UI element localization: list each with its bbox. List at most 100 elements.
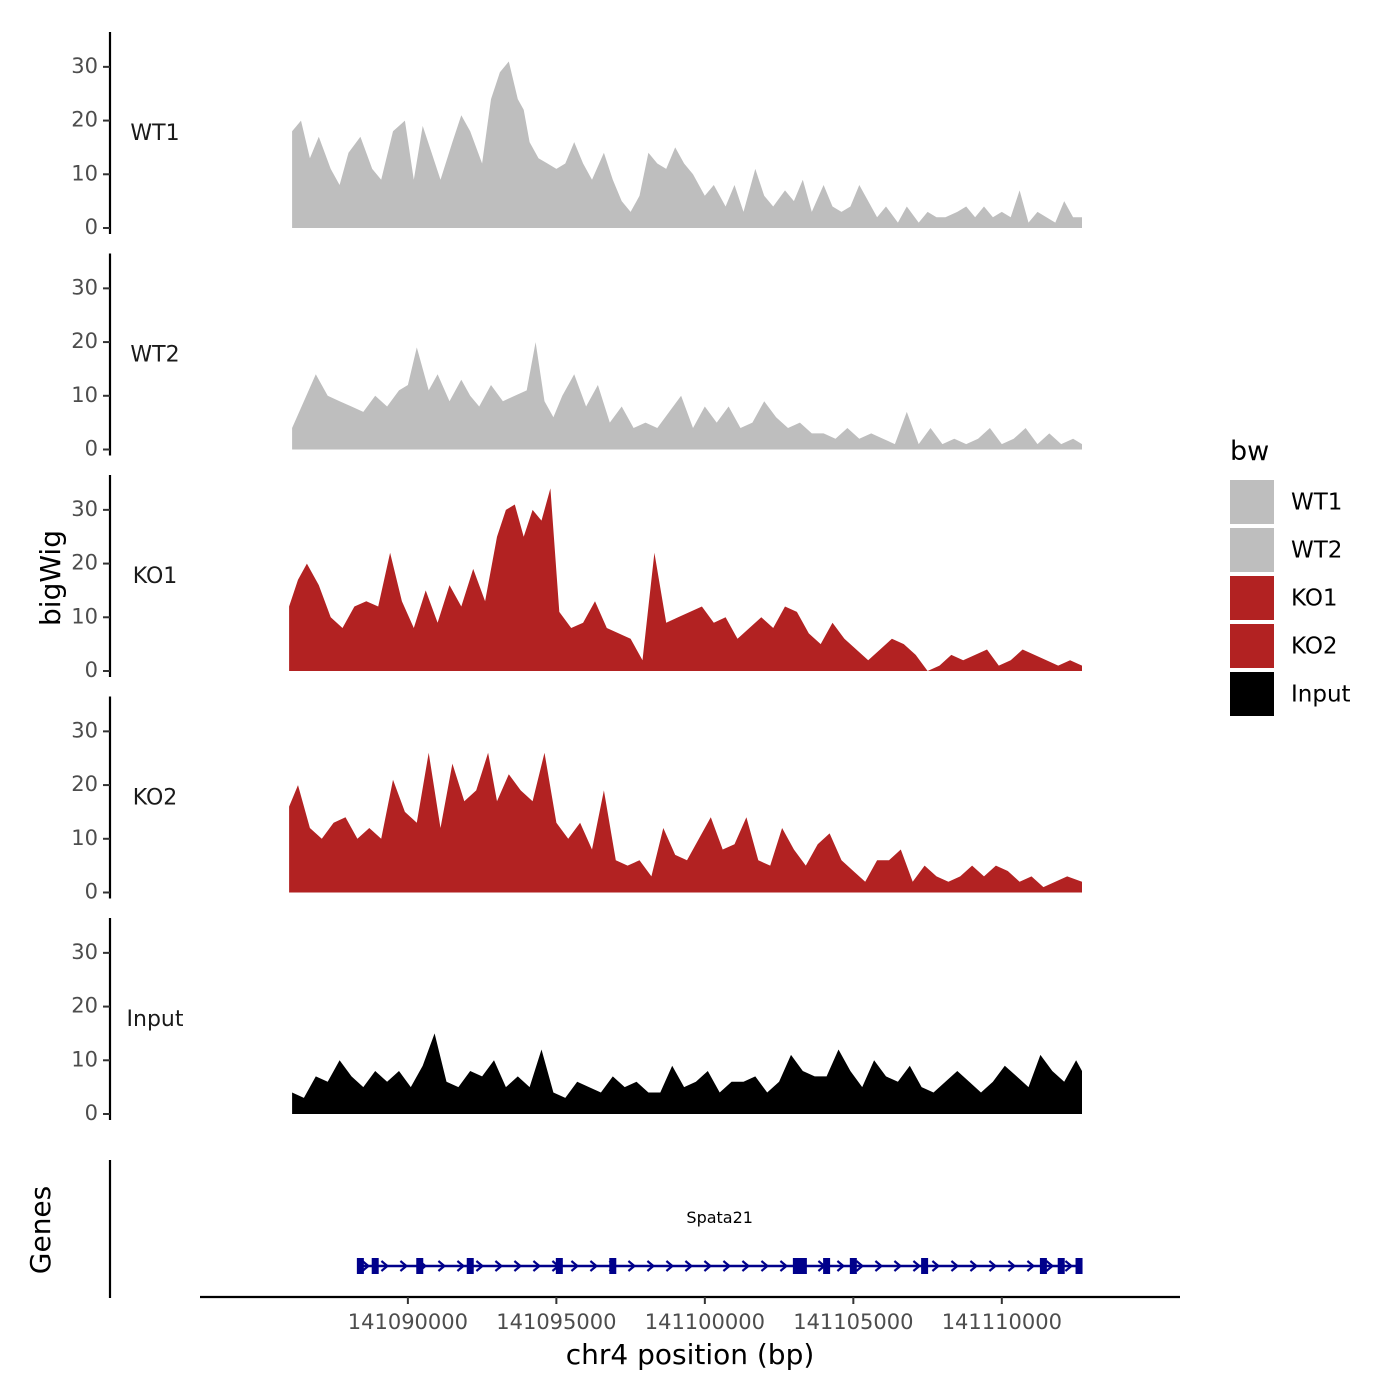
strand-arrow (665, 1260, 675, 1272)
legend-label-ko2: KO2 (1291, 634, 1338, 660)
legend-key-wt2 (1230, 528, 1274, 572)
y-tick-label: 10 (71, 826, 98, 850)
y-tick-label: 10 (71, 161, 98, 185)
strand-arrow (893, 1260, 903, 1272)
coverage-area-wt1 (292, 61, 1083, 228)
exon-block (371, 1258, 379, 1274)
y-tick-label: 30 (71, 54, 98, 78)
coverage-area-input (292, 1033, 1083, 1114)
track-wt1: 0 10 20 30 WT1 (71, 32, 1083, 239)
strand-arrow (741, 1260, 751, 1272)
y-tick-label: 10 (71, 383, 98, 407)
exon-block (555, 1258, 563, 1274)
bigwig-tracks: 0 10 20 30 WT1 0 10 20 30 WT2 0 10 20 30 KO1 0 10 20 30 KO2… (71, 32, 1083, 1125)
strand-arrow (513, 1260, 523, 1272)
legend: bw WT1 WT2 KO1 KO2 Input (1230, 436, 1351, 716)
y-tick-label: 10 (71, 604, 98, 628)
strand-arrow (874, 1260, 884, 1272)
y-tick-label: 30 (71, 497, 98, 521)
gene-spata21: Spata21 (356, 1208, 1083, 1274)
strand-arrow (437, 1260, 447, 1272)
strand-arrow (1007, 1260, 1017, 1272)
strand-arrow (380, 1260, 390, 1272)
track-label-wt1: WT1 (130, 121, 179, 146)
legend-label-ko1: KO1 (1291, 586, 1338, 612)
strand-arrow (646, 1260, 656, 1272)
strand-arrow (456, 1260, 466, 1272)
y-tick-label: 20 (71, 551, 98, 575)
legend-title: bw (1230, 436, 1269, 467)
legend-key-ko2 (1230, 624, 1274, 668)
x-tick-label: 141090000 (348, 1310, 468, 1334)
y-tick-label: 0 (85, 1101, 98, 1125)
x-tick-label: 141110000 (942, 1310, 1062, 1334)
strand-arrow (1026, 1260, 1036, 1272)
exon-block (1057, 1258, 1065, 1274)
strand-arrow (779, 1260, 789, 1272)
exon-block (356, 1258, 364, 1274)
y-tick-label: 20 (71, 994, 98, 1018)
y-tick-label: 10 (71, 1047, 98, 1071)
strand-arrow (969, 1260, 979, 1272)
strand-arrow (684, 1260, 694, 1272)
strand-arrow (722, 1260, 732, 1272)
legend-key-ko1 (1230, 576, 1274, 620)
strand-arrow (1045, 1260, 1055, 1272)
y-tick-label: 20 (71, 108, 98, 132)
genes-panel: Spata21 (108, 1160, 1083, 1298)
y-tick-label: 0 (85, 437, 98, 461)
exon-block (849, 1258, 857, 1274)
exon-block (792, 1258, 807, 1274)
y-tick-label: 30 (71, 275, 98, 299)
strand-arrow (361, 1260, 371, 1272)
track-wt2: 0 10 20 30 WT2 (71, 253, 1083, 461)
strand-arrow (950, 1260, 960, 1272)
coverage-area-ko2 (289, 752, 1083, 893)
y-tick-label: 20 (71, 329, 98, 353)
y-tick-label: 30 (71, 718, 98, 742)
strand-arrow (703, 1260, 713, 1272)
exon-block (1039, 1258, 1047, 1274)
y-tick-label: 0 (85, 880, 98, 904)
x-axis: 141090000 141095000 141100000 141105000 1411… (200, 1295, 1180, 1334)
y-tick-label: 0 (85, 215, 98, 239)
exon-block (921, 1258, 929, 1274)
exon-block (416, 1258, 424, 1274)
exon-block (466, 1258, 474, 1274)
strand-arrow (1064, 1260, 1074, 1272)
exon-block (609, 1258, 617, 1274)
strand-arrow (855, 1260, 865, 1272)
strand-arrow (570, 1260, 580, 1272)
strand-arrow (589, 1260, 599, 1272)
coverage-area-ko1 (289, 488, 1083, 671)
gene-name-label: Spata21 (686, 1208, 753, 1227)
track-label-ko1: KO1 (133, 564, 178, 589)
x-axis-title: chr4 position (bp) (566, 1338, 815, 1371)
x-tick-label: 141100000 (645, 1310, 765, 1334)
strand-arrow (399, 1260, 409, 1272)
track-ko1: 0 10 20 30 KO1 (71, 475, 1083, 682)
genes-axis-title: Genes (24, 1186, 57, 1274)
strand-arrow (475, 1260, 485, 1272)
exon-block (1075, 1258, 1083, 1274)
track-ko2: 0 10 20 30 KO2 (71, 696, 1083, 904)
legend-label-wt1: WT1 (1291, 490, 1342, 516)
legend-key-wt1 (1230, 480, 1274, 524)
strand-arrow (627, 1260, 637, 1272)
track-label-ko2: KO2 (133, 785, 178, 810)
coverage-area-wt2 (292, 342, 1083, 450)
y-tick-label: 0 (85, 658, 98, 682)
strand-arrow (760, 1260, 770, 1272)
legend-label-wt2: WT2 (1291, 538, 1342, 564)
strand-arrow (988, 1260, 998, 1272)
strand-arrow (494, 1260, 504, 1272)
strand-arrow (931, 1260, 941, 1272)
legend-key-input (1230, 672, 1274, 716)
track-input: 0 10 20 30 Input (71, 918, 1083, 1125)
legend-label-input: Input (1291, 682, 1351, 708)
exon-block (823, 1258, 831, 1274)
strand-arrow (912, 1260, 922, 1272)
x-tick-label: 141095000 (496, 1310, 616, 1334)
